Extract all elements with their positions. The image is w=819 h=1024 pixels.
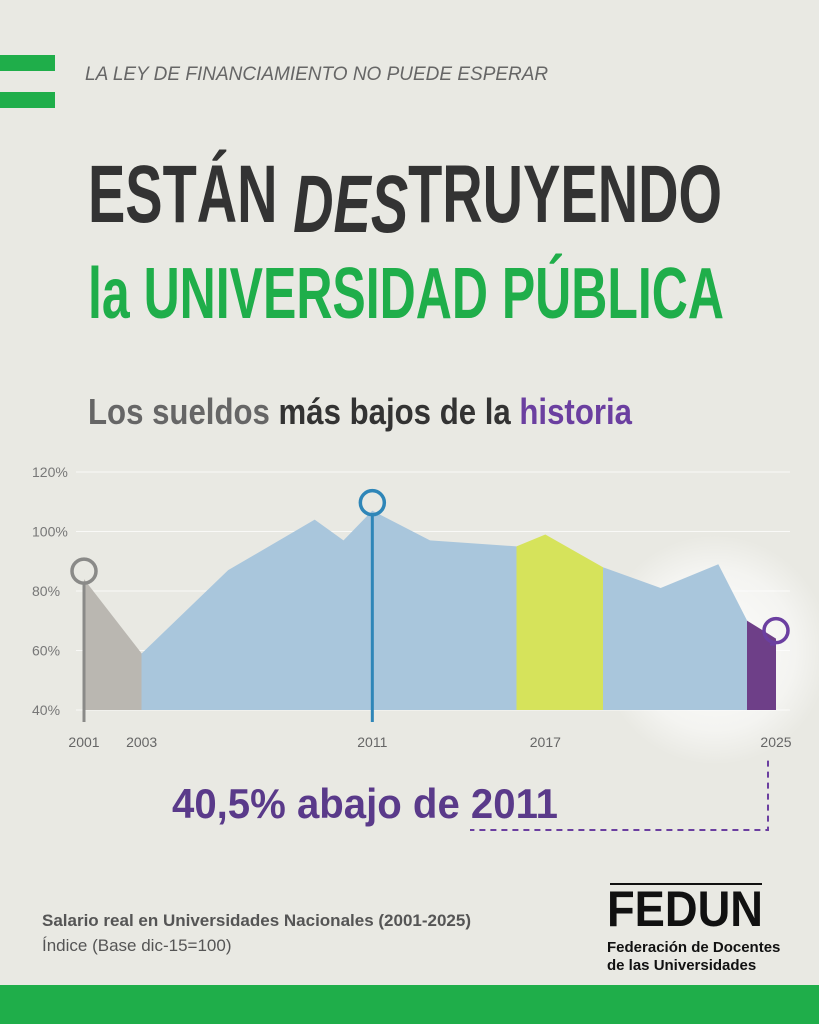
source: Salario real en Universidades Nacionales… bbox=[42, 911, 471, 930]
title-line2: la UNIVERSIDAD PÚBLICA bbox=[88, 253, 724, 334]
logo-text: Federación de Docentes bbox=[607, 939, 780, 956]
footer-bar bbox=[0, 985, 819, 1024]
kicker: LA LEY DE FINANCIAMIENTO NO PUEDE ESPERA… bbox=[85, 64, 548, 85]
x-tick-label: 2001 bbox=[68, 734, 99, 750]
subtitle-part: de la bbox=[431, 391, 519, 432]
subtitle-part: más bajos bbox=[279, 391, 431, 432]
x-tick-label: 2003 bbox=[126, 734, 157, 750]
subtitle: Los sueldos más bajos de la historia bbox=[88, 391, 633, 432]
stripe bbox=[0, 92, 55, 108]
logo-text: de las Universidades bbox=[607, 957, 756, 974]
subtitle-part: historia bbox=[519, 391, 632, 432]
subtitle-part: Los sueldos bbox=[88, 391, 279, 432]
annotation-leader bbox=[470, 643, 776, 831]
y-tick-label: 100% bbox=[32, 524, 68, 540]
x-tick-label: 2025 bbox=[760, 734, 791, 750]
y-tick-label: 60% bbox=[32, 643, 60, 659]
y-tick-label: 80% bbox=[32, 583, 60, 599]
x-tick-label: 2011 bbox=[357, 734, 387, 750]
stripe bbox=[0, 55, 55, 71]
marker bbox=[358, 488, 387, 517]
title: ESTÁN DESTRUYENDO bbox=[88, 149, 722, 250]
title-part: ESTÁN bbox=[88, 149, 293, 240]
title-part: DES bbox=[293, 159, 408, 250]
marker bbox=[70, 557, 98, 585]
annotation: 40,5% abajo de 2011 bbox=[172, 780, 558, 827]
title-part: TRUYENDO bbox=[408, 149, 722, 240]
x-tick-label: 2017 bbox=[530, 734, 561, 750]
logo: FEDUN bbox=[607, 881, 763, 937]
marker bbox=[762, 616, 790, 645]
note: Índice (Base dic-15=100) bbox=[42, 936, 231, 955]
area bbox=[84, 510, 776, 710]
chart: 40% 60% 80% 100% 120% 2001 2003 2011 2017 2025 bbox=[32, 464, 792, 831]
y-tick-label: 40% bbox=[32, 702, 60, 718]
y-tick-label: 120% bbox=[32, 464, 68, 480]
